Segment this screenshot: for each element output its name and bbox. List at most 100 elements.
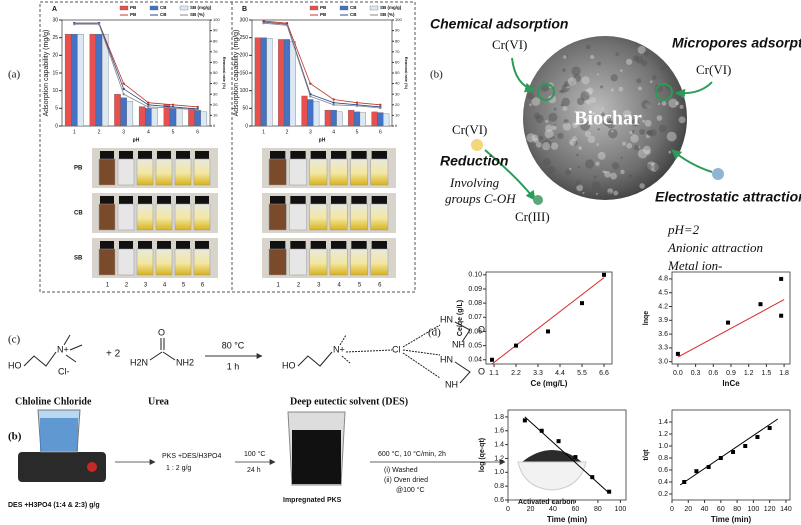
bar <box>330 109 337 127</box>
point <box>755 435 760 439</box>
texture <box>596 73 600 76</box>
point <box>556 439 561 444</box>
bond <box>149 338 176 361</box>
vial-cap <box>119 151 133 159</box>
texture <box>642 145 651 154</box>
texture <box>629 130 633 135</box>
plot-frame <box>61 19 211 127</box>
atom: NH <box>452 339 465 349</box>
texture <box>609 115 612 119</box>
x-tick-label: 6 <box>379 129 382 135</box>
texture <box>595 192 599 195</box>
caption: (ii) Oven dried <box>384 477 428 484</box>
point <box>580 301 584 306</box>
texture <box>551 125 557 131</box>
texture <box>641 99 651 110</box>
bar <box>101 33 109 127</box>
bar <box>95 33 103 127</box>
label: Anionic attraction <box>667 240 763 255</box>
x-tick-label: 0 <box>506 506 510 513</box>
x-axis-title: lnCe <box>722 379 740 388</box>
y2-tick-label: 90 <box>395 28 400 33</box>
label: Involving <box>449 175 500 190</box>
texture <box>668 150 672 154</box>
caption: @100 °C <box>396 486 425 494</box>
vial-cap <box>138 241 152 249</box>
y2-tick-label: 20 <box>395 102 400 107</box>
texture <box>675 101 680 106</box>
plot-frame <box>251 19 393 127</box>
line-marker <box>332 98 335 101</box>
caption: DES +H3PO4 (1:4 & 2:3) g/g <box>8 502 100 509</box>
label: Cr(VI) <box>492 37 527 52</box>
ion <box>712 168 724 180</box>
texture <box>631 118 640 127</box>
x-tick-label: 5.5 <box>577 370 587 377</box>
texture <box>604 170 607 174</box>
texture <box>549 137 552 140</box>
vial <box>98 158 116 186</box>
texture <box>561 97 570 107</box>
vial-number: 6 <box>378 283 382 289</box>
texture <box>591 181 601 191</box>
texture <box>597 61 601 66</box>
vial <box>193 248 211 276</box>
point <box>694 469 699 474</box>
panel-label: (a) <box>8 69 21 81</box>
texture <box>538 135 544 141</box>
y-tick-label: 0.10 <box>468 272 482 279</box>
fit-line <box>677 299 785 358</box>
bar <box>175 108 183 127</box>
y-tick-label: 15 <box>52 70 58 76</box>
line <box>263 20 381 106</box>
vial <box>309 248 328 276</box>
atom: HO <box>282 360 296 370</box>
y2-tick-label: 10 <box>395 112 400 117</box>
x-tick-label: 80 <box>594 506 602 513</box>
y-tick-label: 0 <box>55 123 58 129</box>
y-tick-label: 200 <box>240 53 249 59</box>
synthesis: (b) DES +H3PO4 (1:4 & 2:3) g/g PKS +DES/… <box>8 409 587 509</box>
vial <box>350 158 368 186</box>
vial-cap <box>371 151 387 159</box>
y-tick-label: 10 <box>52 88 58 94</box>
bar <box>377 112 384 127</box>
vial-number: 1 <box>106 283 110 289</box>
vial <box>350 248 368 276</box>
atom: N+ <box>57 344 69 354</box>
texture <box>656 115 663 121</box>
ion <box>471 139 483 151</box>
point <box>607 489 612 494</box>
x-tick-label: 40 <box>701 506 709 513</box>
chart-title: B <box>242 6 247 13</box>
line <box>263 22 381 109</box>
texture <box>533 112 541 120</box>
legend-label: SB (mg/g) <box>380 5 402 10</box>
legend-label: SB (%) <box>380 12 395 17</box>
vial <box>370 248 389 276</box>
panel-label: (d) <box>428 327 441 339</box>
legend-label: SB (mg/g) <box>190 5 212 10</box>
line-marker <box>355 101 359 104</box>
y-tick-label: 1.6 <box>494 428 504 435</box>
y-tick-label: 0.08 <box>468 300 482 307</box>
panel-label: (b) <box>430 69 443 81</box>
vial <box>329 158 348 186</box>
vial-cap <box>290 196 306 204</box>
bar <box>324 109 331 127</box>
panel-label: (b) <box>8 431 22 443</box>
y2-tick-label: 50 <box>395 70 400 75</box>
x-tick-label: 140 <box>780 506 792 513</box>
atom: O <box>478 366 485 376</box>
texture <box>678 116 686 124</box>
x-tick-label: 120 <box>764 506 776 513</box>
texture <box>580 91 590 101</box>
vial-cap <box>157 196 171 204</box>
site-circle <box>655 83 673 101</box>
line <box>74 23 198 111</box>
atom: O <box>478 324 485 334</box>
vial <box>174 158 192 186</box>
y-tick-label: 4.2 <box>658 303 668 310</box>
texture <box>611 129 614 133</box>
vial <box>136 158 154 186</box>
